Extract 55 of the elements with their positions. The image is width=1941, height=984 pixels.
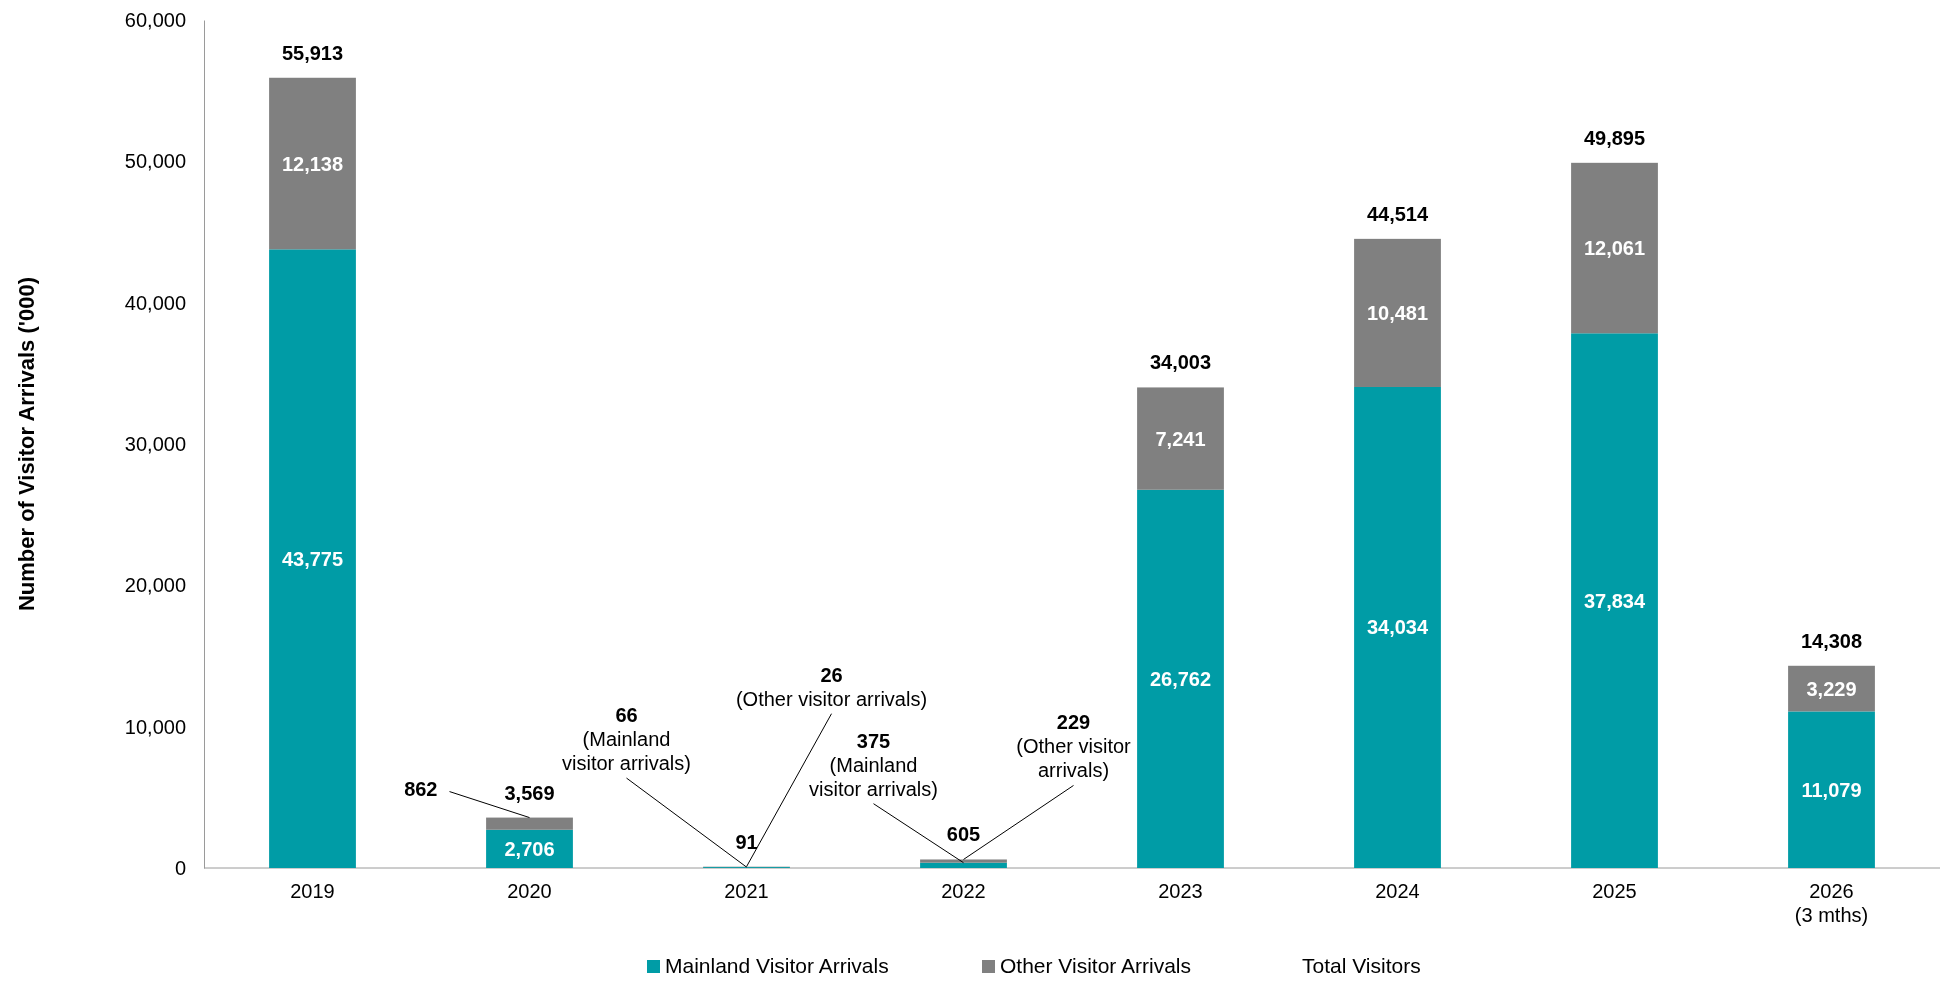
annotation: 66 (Mainland visitor arrivals) bbox=[562, 704, 691, 775]
data-label: 12,061 bbox=[1583, 237, 1646, 260]
legend-label: Mainland Visitor Arrivals bbox=[665, 954, 889, 977]
annotation: 229 (Other visitor arrivals) bbox=[1016, 711, 1132, 782]
x-tick-label: 2025 bbox=[1592, 880, 1637, 902]
bar bbox=[1354, 386, 1441, 868]
total-label: 34,003 bbox=[1149, 351, 1212, 374]
data-label: 12,138 bbox=[281, 152, 344, 175]
legend-label: Other Visitor Arrivals bbox=[1000, 954, 1191, 977]
total-label: 605 bbox=[946, 823, 981, 846]
bar bbox=[1137, 489, 1224, 868]
annotation: 862 bbox=[404, 777, 438, 800]
data-label: 10,481 bbox=[1366, 301, 1429, 324]
x-tick-label: 2024 bbox=[1375, 880, 1420, 902]
y-axis-title: Number of Visitor Arrivals ('000) bbox=[14, 276, 39, 612]
bar bbox=[920, 862, 1007, 868]
data-label: 37,834 bbox=[1583, 589, 1646, 612]
bar bbox=[1137, 387, 1224, 490]
text: Total Visitors bbox=[1302, 954, 1421, 977]
annotation: 375 (Mainland visitor arrivals) bbox=[809, 729, 938, 800]
y-tick-label: 30,000 bbox=[124, 432, 186, 455]
total-label: 44,514 bbox=[1366, 202, 1429, 225]
y-tick-label: 10,000 bbox=[124, 715, 186, 738]
bar bbox=[1354, 238, 1441, 387]
bar bbox=[1571, 162, 1658, 334]
x-tick-label: 2021 bbox=[724, 880, 769, 902]
annotation: 26 (Other visitor arrivals) bbox=[735, 663, 928, 710]
y-tick-label: 20,000 bbox=[124, 574, 186, 597]
bar bbox=[486, 817, 573, 830]
total-label: 91 bbox=[735, 830, 758, 853]
bar bbox=[1788, 711, 1875, 868]
data-label: 26,762 bbox=[1149, 667, 1212, 690]
total-label: 3,569 bbox=[504, 781, 555, 804]
data-label: 7,241 bbox=[1155, 427, 1206, 450]
y-tick-label: 0 bbox=[174, 856, 186, 879]
data-label: 3,229 bbox=[1806, 677, 1857, 700]
x-tick-label: 2020 bbox=[507, 880, 552, 902]
y-tick-label: 40,000 bbox=[124, 291, 186, 314]
y-tick-label: 60,000 bbox=[124, 8, 186, 31]
bar bbox=[920, 859, 1007, 863]
x-tick-label: 2019 bbox=[290, 880, 335, 902]
bar bbox=[269, 77, 356, 250]
data-label: 11,079 bbox=[1801, 778, 1862, 801]
x-tick-label: 2023 bbox=[1158, 880, 1203, 902]
bar bbox=[1571, 333, 1658, 868]
total-label: 55,913 bbox=[281, 41, 344, 64]
x-tick-label: 2022 bbox=[941, 880, 986, 902]
bar bbox=[269, 249, 356, 868]
total-label: 14,308 bbox=[1800, 629, 1863, 652]
total-label: 49,895 bbox=[1583, 126, 1646, 149]
data-label: 34,034 bbox=[1366, 616, 1429, 639]
y-tick-label: 50,000 bbox=[124, 150, 186, 173]
data-label: 2,706 bbox=[504, 837, 555, 860]
x-tick-label: 2026 (3 mths) bbox=[1794, 880, 1869, 926]
data-label: 43,775 bbox=[281, 547, 344, 570]
